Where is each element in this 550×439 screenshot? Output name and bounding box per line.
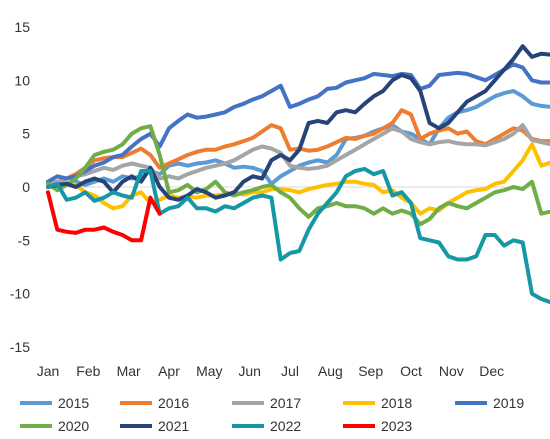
- legend-label: 2023: [381, 418, 412, 434]
- x-tick-label: Sep: [358, 363, 383, 379]
- x-tick-label: Jan: [37, 363, 60, 379]
- x-tick-label: Feb: [76, 363, 100, 379]
- legend-item-2019: 2019: [455, 395, 524, 411]
- legend: 2015 2016 2017 2018 2019 2020 2021 2022 2023: [20, 395, 524, 434]
- x-tick-label: Dec: [479, 363, 504, 379]
- series-layer: [46, 44, 550, 305]
- x-tick-label: Jun: [238, 363, 261, 379]
- legend-item-2021: 2021: [120, 418, 189, 434]
- x-axis: Jan Feb Mar Apr May Jun Jul Aug Sep Oct Nov Dec: [37, 363, 504, 379]
- x-tick-label: Oct: [400, 363, 422, 379]
- legend-item-2015: 2015: [20, 395, 89, 411]
- legend-label: 2019: [493, 395, 524, 411]
- legend-item-2018: 2018: [343, 395, 412, 411]
- series-line-2019: [46, 62, 550, 184]
- legend-label: 2021: [158, 418, 189, 434]
- series-line-2022: [46, 166, 550, 305]
- x-tick-label: Apr: [158, 363, 180, 379]
- legend-item-2020: 2020: [20, 418, 89, 434]
- series-line-2020: [46, 124, 550, 227]
- legend-label: 2017: [270, 395, 301, 411]
- legend-item-2023: 2023: [343, 418, 412, 434]
- series-line-2017: [46, 123, 550, 186]
- y-tick-label: 0: [22, 179, 30, 195]
- y-tick-label: 5: [22, 126, 30, 142]
- legend-label: 2016: [158, 395, 189, 411]
- y-tick-label: 15: [14, 19, 30, 35]
- x-tick-label: Nov: [439, 363, 464, 379]
- y-tick-label: 10: [14, 72, 30, 88]
- legend-label: 2015: [58, 395, 89, 411]
- legend-label: 2018: [381, 395, 412, 411]
- legend-item-2016: 2016: [120, 395, 189, 411]
- series-line-2023: [46, 190, 162, 243]
- legend-item-2022: 2022: [232, 418, 301, 434]
- x-tick-label: Mar: [117, 363, 141, 379]
- y-tick-label: -5: [18, 232, 31, 248]
- legend-label: 2020: [58, 418, 89, 434]
- y-tick-label: -15: [10, 339, 30, 355]
- x-tick-label: Jul: [281, 363, 299, 379]
- legend-label: 2022: [270, 418, 301, 434]
- x-tick-label: Aug: [318, 363, 343, 379]
- x-tick-label: May: [196, 363, 222, 379]
- y-tick-label: -10: [10, 286, 30, 302]
- y-axis: 15 10 5 0 -5 -10 -15: [10, 19, 532, 355]
- legend-item-2017: 2017: [232, 395, 301, 411]
- series-line-2021: [46, 44, 550, 202]
